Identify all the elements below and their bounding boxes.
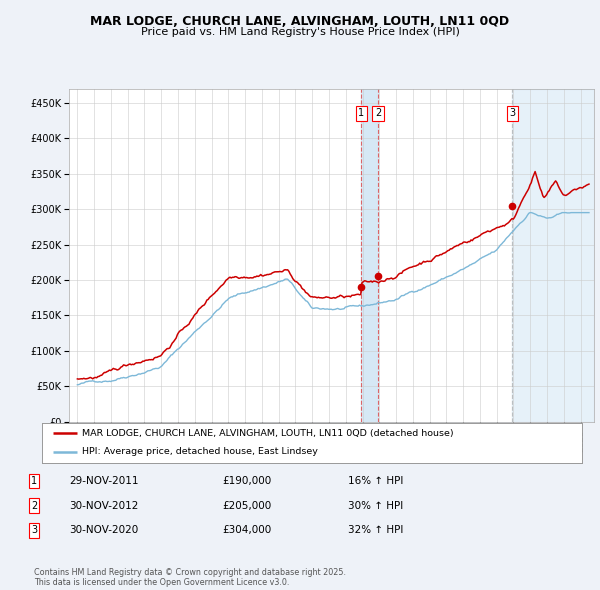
Text: MAR LODGE, CHURCH LANE, ALVINGHAM, LOUTH, LN11 0QD: MAR LODGE, CHURCH LANE, ALVINGHAM, LOUTH… bbox=[91, 15, 509, 28]
Text: 30-NOV-2020: 30-NOV-2020 bbox=[69, 526, 138, 535]
Text: Price paid vs. HM Land Registry's House Price Index (HPI): Price paid vs. HM Land Registry's House … bbox=[140, 27, 460, 37]
Text: MAR LODGE, CHURCH LANE, ALVINGHAM, LOUTH, LN11 0QD (detached house): MAR LODGE, CHURCH LANE, ALVINGHAM, LOUTH… bbox=[83, 428, 454, 438]
Text: 3: 3 bbox=[31, 526, 37, 535]
Text: Contains HM Land Registry data © Crown copyright and database right 2025.
This d: Contains HM Land Registry data © Crown c… bbox=[34, 568, 346, 587]
Text: £205,000: £205,000 bbox=[222, 501, 271, 510]
Text: 1: 1 bbox=[358, 109, 364, 119]
Text: £304,000: £304,000 bbox=[222, 526, 271, 535]
Text: 30-NOV-2012: 30-NOV-2012 bbox=[69, 501, 139, 510]
Text: 2: 2 bbox=[31, 501, 37, 510]
Text: HPI: Average price, detached house, East Lindsey: HPI: Average price, detached house, East… bbox=[83, 447, 319, 457]
Text: 3: 3 bbox=[509, 109, 515, 119]
Text: 29-NOV-2011: 29-NOV-2011 bbox=[69, 476, 139, 486]
Text: £190,000: £190,000 bbox=[222, 476, 271, 486]
Text: 30% ↑ HPI: 30% ↑ HPI bbox=[348, 501, 403, 510]
Bar bbox=[361, 88, 378, 422]
Text: 2: 2 bbox=[375, 109, 381, 119]
Text: 1: 1 bbox=[31, 476, 37, 486]
Text: 16% ↑ HPI: 16% ↑ HPI bbox=[348, 476, 403, 486]
Bar bbox=[512, 88, 594, 422]
Text: 32% ↑ HPI: 32% ↑ HPI bbox=[348, 526, 403, 535]
